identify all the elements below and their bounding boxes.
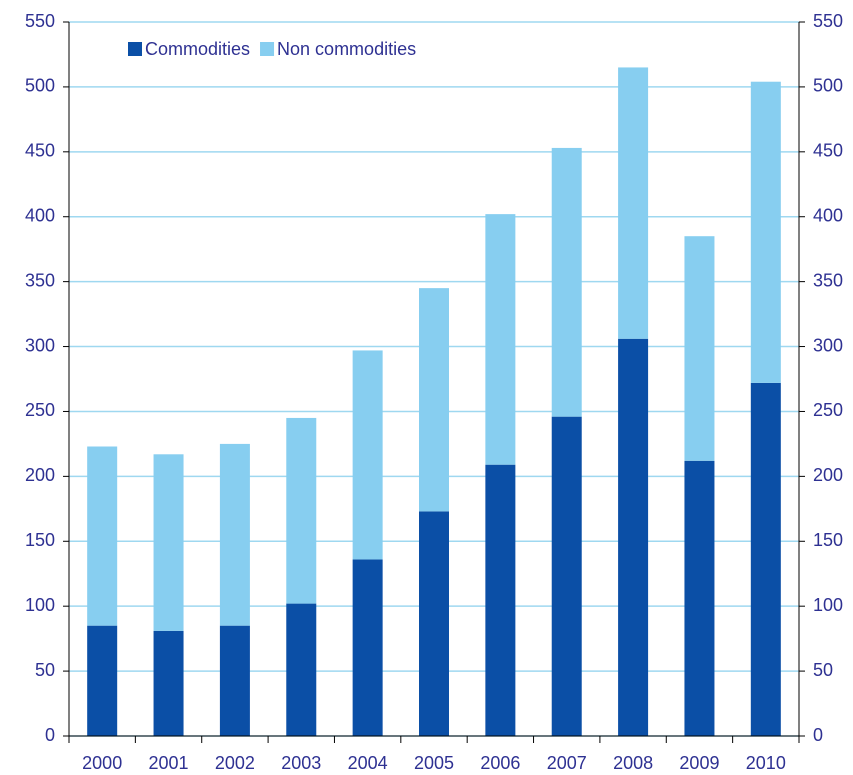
- bar: [485, 214, 516, 465]
- y2-tick-label: 550: [813, 11, 843, 31]
- bar: [352, 350, 383, 560]
- bar: [286, 417, 317, 604]
- bar: [286, 603, 317, 736]
- y2-tick-label: 250: [813, 400, 843, 420]
- y-tick-label: 50: [35, 660, 55, 680]
- bar: [87, 446, 118, 626]
- legend-label: Commodities: [145, 39, 250, 59]
- legend-swatch: [128, 42, 142, 56]
- bar: [419, 511, 449, 736]
- y-tick-label: 550: [25, 11, 55, 31]
- x-tick-label: 2001: [149, 753, 189, 773]
- x-tick-label: 2002: [215, 753, 255, 773]
- bar: [750, 382, 781, 736]
- y-tick-label: 250: [25, 400, 55, 420]
- y2-tick-label: 500: [813, 76, 843, 96]
- bar: [684, 460, 715, 736]
- x-tick-label: 2000: [82, 753, 122, 773]
- y-tick-label: 200: [25, 465, 55, 485]
- y-tick-label: 400: [25, 205, 55, 225]
- legend-swatch: [260, 42, 275, 56]
- x-tick-label: 2004: [348, 753, 388, 773]
- y-tick-label: 450: [25, 141, 55, 161]
- bar: [219, 625, 250, 736]
- y2-tick-label: 50: [813, 660, 833, 680]
- y2-tick-label: 450: [813, 141, 843, 161]
- bar: [618, 338, 649, 736]
- y-tick-label: 150: [25, 530, 55, 550]
- y2-tick-label: 100: [813, 595, 843, 615]
- y2-tick-label: 0: [813, 725, 823, 745]
- y2-tick-label: 300: [813, 335, 843, 355]
- bar: [419, 288, 449, 512]
- y2-tick-label: 200: [813, 465, 843, 485]
- bar: [551, 416, 582, 736]
- x-tick-label: 2005: [414, 753, 454, 773]
- y-tick-label: 350: [25, 270, 55, 290]
- y-tick-label: 100: [25, 595, 55, 615]
- y2-tick-label: 400: [813, 205, 843, 225]
- bar: [485, 464, 516, 736]
- legend-label: Non commodities: [277, 39, 416, 59]
- x-tick-label: 2008: [613, 753, 653, 773]
- bar: [153, 454, 184, 631]
- x-tick-label: 2003: [281, 753, 321, 773]
- y2-tick-label: 350: [813, 270, 843, 290]
- bar: [684, 236, 715, 461]
- x-tick-label: 2010: [746, 753, 786, 773]
- bar: [219, 443, 250, 626]
- bar: [750, 81, 781, 383]
- x-tick-label: 2006: [480, 753, 520, 773]
- y-tick-label: 0: [45, 725, 55, 745]
- x-tick-label: 2007: [547, 753, 587, 773]
- bar: [352, 559, 383, 736]
- x-tick-label: 2009: [679, 753, 719, 773]
- y-tick-label: 300: [25, 335, 55, 355]
- bar: [618, 67, 649, 339]
- bar: [87, 625, 118, 736]
- bar: [551, 147, 582, 417]
- bar: [153, 630, 184, 736]
- y2-tick-label: 150: [813, 530, 843, 550]
- y-tick-label: 500: [25, 76, 55, 96]
